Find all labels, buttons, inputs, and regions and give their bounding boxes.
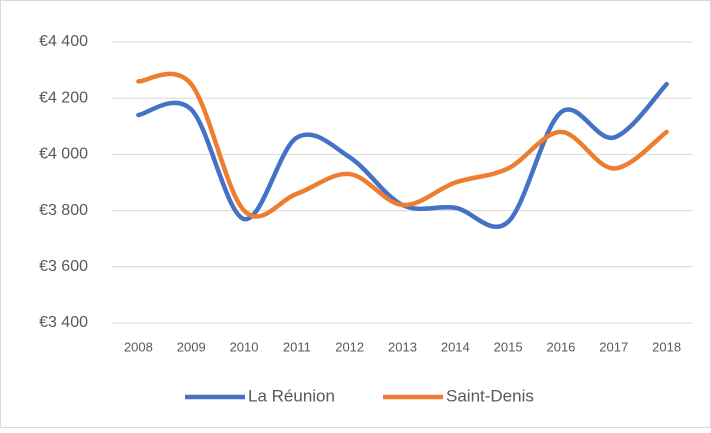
x-tick-label: 2018 bbox=[652, 339, 681, 354]
x-tick-label: 2014 bbox=[441, 339, 470, 354]
series-line bbox=[136, 71, 669, 219]
y-tick-label: €3 800 bbox=[39, 202, 88, 219]
x-tick-label: 2010 bbox=[230, 339, 259, 354]
legend-label: La Réunion bbox=[248, 386, 335, 405]
y-tick-label: €3 600 bbox=[39, 258, 88, 275]
legend-label: Saint-Denis bbox=[446, 386, 534, 405]
x-tick-label: 2015 bbox=[494, 339, 523, 354]
y-tick-label: €3 400 bbox=[39, 314, 88, 331]
x-tick-label: 2009 bbox=[177, 339, 206, 354]
x-tick-label: 2016 bbox=[546, 339, 575, 354]
y-tick-label: €4 000 bbox=[39, 146, 88, 163]
y-tick-label: €4 200 bbox=[39, 89, 88, 106]
x-tick-label: 2011 bbox=[283, 339, 311, 354]
x-tick-label: 2017 bbox=[599, 339, 628, 354]
x-tick-label: 2012 bbox=[335, 339, 364, 354]
x-tick-label: 2008 bbox=[124, 339, 153, 354]
x-tick-label: 2013 bbox=[388, 339, 417, 354]
y-tick-label: €4 400 bbox=[39, 33, 88, 50]
